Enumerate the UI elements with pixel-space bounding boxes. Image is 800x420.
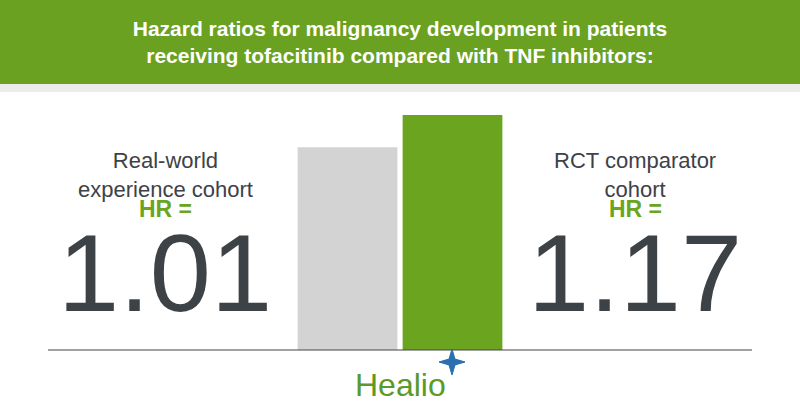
svg-text:1.01: 1.01 bbox=[58, 211, 272, 334]
svg-text:Real-worldexperience cohort: Real-worldexperience cohort bbox=[78, 148, 253, 202]
svg-text:HR =: HR = bbox=[139, 196, 192, 222]
svg-text:HR =: HR = bbox=[609, 196, 662, 222]
svg-text:Healio: Healio bbox=[355, 367, 446, 403]
svg-text:RCT comparatorcohort: RCT comparatorcohort bbox=[554, 148, 716, 202]
html-text:Hazard ratios for malignancy d: Hazard ratios for malignancy development… bbox=[132, 17, 668, 67]
svg-text:1.17: 1.17 bbox=[528, 211, 742, 334]
